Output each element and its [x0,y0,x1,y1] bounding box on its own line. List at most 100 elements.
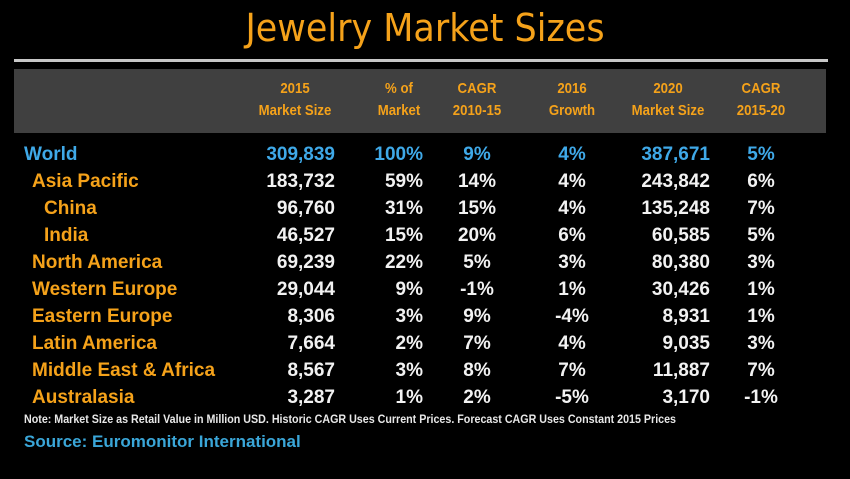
row-label: World [24,144,78,165]
column-header-line1: 2015 [280,80,310,97]
table-cell: 7% [747,360,775,381]
table-cell: 3% [747,252,775,273]
table-cell: 1% [395,387,423,408]
table-cell: 183,732 [266,171,335,192]
table-cell: 3% [558,252,586,273]
table-cell: -4% [555,306,589,327]
table-cell: 60,585 [651,225,710,246]
table-cell: 29,044 [276,279,335,300]
column-header: 2015 Market Size [247,78,344,122]
table-cell: 100% [374,144,423,165]
table-cell: 11,887 [652,360,710,381]
table-row: North America 69,239 22% 5% 3% 80,380 3% [0,249,850,276]
row-label: Eastern Europe [32,306,173,327]
table-cell: 46,527 [276,225,335,246]
column-header-line1: 2016 [557,80,587,97]
table-cell: 7% [558,360,586,381]
table-cell: 3,170 [662,387,710,408]
table-cell: 243,842 [641,171,710,192]
column-header-line2: Market Size [631,102,705,119]
table-cell: 80,380 [651,252,710,273]
table-cell: 15% [384,225,423,246]
row-label: Western Europe [32,279,178,300]
table-row: World 309,839 100% 9% 4% 387,671 5% [0,141,850,168]
table-cell: 6% [558,225,586,246]
table-cell: 7,664 [287,333,335,354]
table-row: Latin America 7,664 2% 7% 4% 9,035 3% [0,330,850,357]
table-cell: 5% [463,252,491,273]
table-cell: 3% [395,306,423,327]
table-cell: 9% [463,306,491,327]
column-header-line1: 2020 [653,80,683,97]
table-cell: 2% [463,387,491,408]
row-label: Middle East & Africa [32,360,216,381]
table-cell: 69,239 [276,252,335,273]
column-header-line1: % of [385,80,413,97]
column-header-line2: 2015-20 [736,102,786,119]
table-cell: 8,567 [287,360,335,381]
table-cell: -5% [555,387,589,408]
table-cell: 2% [395,333,423,354]
table-cell: -1% [460,279,494,300]
table-cell: 3,287 [287,387,335,408]
column-header: % of Market [364,78,434,122]
column-header-line2: Growth [548,102,596,119]
table-cell: 3% [395,360,423,381]
row-label: Latin America [32,333,157,354]
table-cell: 20% [457,225,497,246]
table-cell: 31% [384,198,423,219]
table-row: India 46,527 15% 20% 6% 60,585 5% [0,222,850,249]
table-cell: -1% [744,387,778,408]
column-header: CAGR 2015-20 [726,78,796,122]
column-header-line2: 2010-15 [452,102,502,119]
table-cell: 59% [384,171,423,192]
table-cell: 7% [747,198,775,219]
column-header: 2016 Growth [541,78,603,122]
table-row: Western Europe 29,044 9% -1% 1% 30,426 1% [0,276,850,303]
table-row: Australasia 3,287 1% 2% -5% 3,170 -1% [0,384,850,411]
table-cell: 6% [747,171,775,192]
table-cell: 1% [558,279,586,300]
table-cell: 4% [558,171,586,192]
table-row: China 96,760 31% 15% 4% 135,248 7% [0,195,850,222]
row-label: North America [32,252,163,273]
column-header-line2: Market [377,102,421,119]
table-cell: 4% [558,333,586,354]
row-label: Asia Pacific [32,171,139,192]
table-row: Middle East & Africa 8,567 3% 8% 7% 11,887 7% [0,357,850,384]
table-header: 2015 Market Size % of Market CAGR 2010-15 2016… [14,69,826,133]
table-cell: 5% [747,225,775,246]
table-cell: 387,671 [641,144,710,165]
slide-title: Jewelry Market Sizes [245,6,605,50]
footnote: Note: Market Size as Retail Value in Mil… [24,414,677,426]
table-cell: 8% [463,360,491,381]
table-cell: 8,306 [287,306,335,327]
table-cell: 1% [747,279,775,300]
table-cell: 30,426 [651,279,710,300]
source-citation: Source: Euromonitor International [24,432,301,451]
table-cell: 4% [558,144,586,165]
column-header: CAGR 2010-15 [442,78,512,122]
table-cell: 1% [747,306,775,327]
table-cell: 309,839 [266,144,335,165]
table-cell: 15% [457,198,497,219]
column-header: 2020 Market Size [620,78,717,122]
column-header-line1: CAGR [741,80,781,97]
table-cell: 7% [463,333,491,354]
table-row: Asia Pacific 183,732 59% 14% 4% 243,842 6% [0,168,850,195]
table-cell: 3% [747,333,775,354]
row-label: China [44,198,97,219]
table-cell: 5% [747,144,775,165]
table-cell: 135,248 [641,198,710,219]
table-cell: 9,035 [662,333,710,354]
table-cell: 4% [558,198,586,219]
table-cell: 96,760 [276,198,335,219]
row-label: Australasia [32,387,135,408]
table-cell: 14% [457,171,497,192]
table-cell: 9% [463,144,491,165]
table-cell: 9% [395,279,423,300]
table-cell: 8,931 [662,306,710,327]
table-row: Eastern Europe 8,306 3% 9% -4% 8,931 1% [0,303,850,330]
column-header-line2: Market Size [258,102,332,119]
row-label: India [44,225,89,246]
